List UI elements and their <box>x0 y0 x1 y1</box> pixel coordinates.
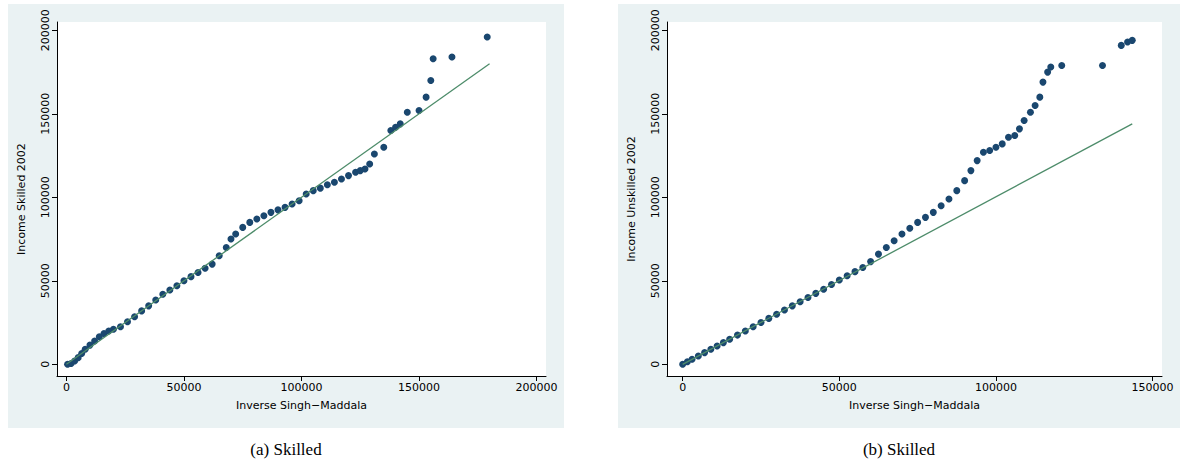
svg-text:0: 0 <box>39 361 52 368</box>
svg-text:50000: 50000 <box>39 263 52 298</box>
svg-text:200000: 200000 <box>39 9 52 51</box>
svg-text:100000: 100000 <box>39 176 52 218</box>
svg-text:100000: 100000 <box>975 381 1017 394</box>
svg-text:50000: 50000 <box>822 381 857 394</box>
svg-text:200000: 200000 <box>649 9 662 51</box>
svg-text:150000: 150000 <box>1132 381 1174 394</box>
svg-text:100000: 100000 <box>649 176 662 218</box>
svg-text:100000: 100000 <box>281 381 323 394</box>
svg-text:Income Unskilled 2002: Income Unskilled 2002 <box>625 136 638 262</box>
svg-text:150000: 150000 <box>398 381 440 394</box>
svg-text:200000: 200000 <box>516 381 558 394</box>
svg-text:0: 0 <box>679 381 686 394</box>
svg-text:Inverse Singh−Maddala: Inverse Singh−Maddala <box>236 399 367 412</box>
svg-text:150000: 150000 <box>649 93 662 135</box>
svg-text:Income Skilled 2002: Income Skilled 2002 <box>15 143 28 255</box>
html-text:(a) Skilled: (a) Skilled <box>250 440 322 459</box>
html-text:(b) Skilled: (b) Skilled <box>862 440 936 459</box>
svg-text:50000: 50000 <box>649 263 662 298</box>
svg-text:Inverse Singh−Maddala: Inverse Singh−Maddala <box>849 399 980 412</box>
svg-text:0: 0 <box>649 361 662 368</box>
svg-text:150000: 150000 <box>39 93 52 135</box>
svg-text:0: 0 <box>63 381 70 394</box>
svg-text:50000: 50000 <box>166 381 201 394</box>
